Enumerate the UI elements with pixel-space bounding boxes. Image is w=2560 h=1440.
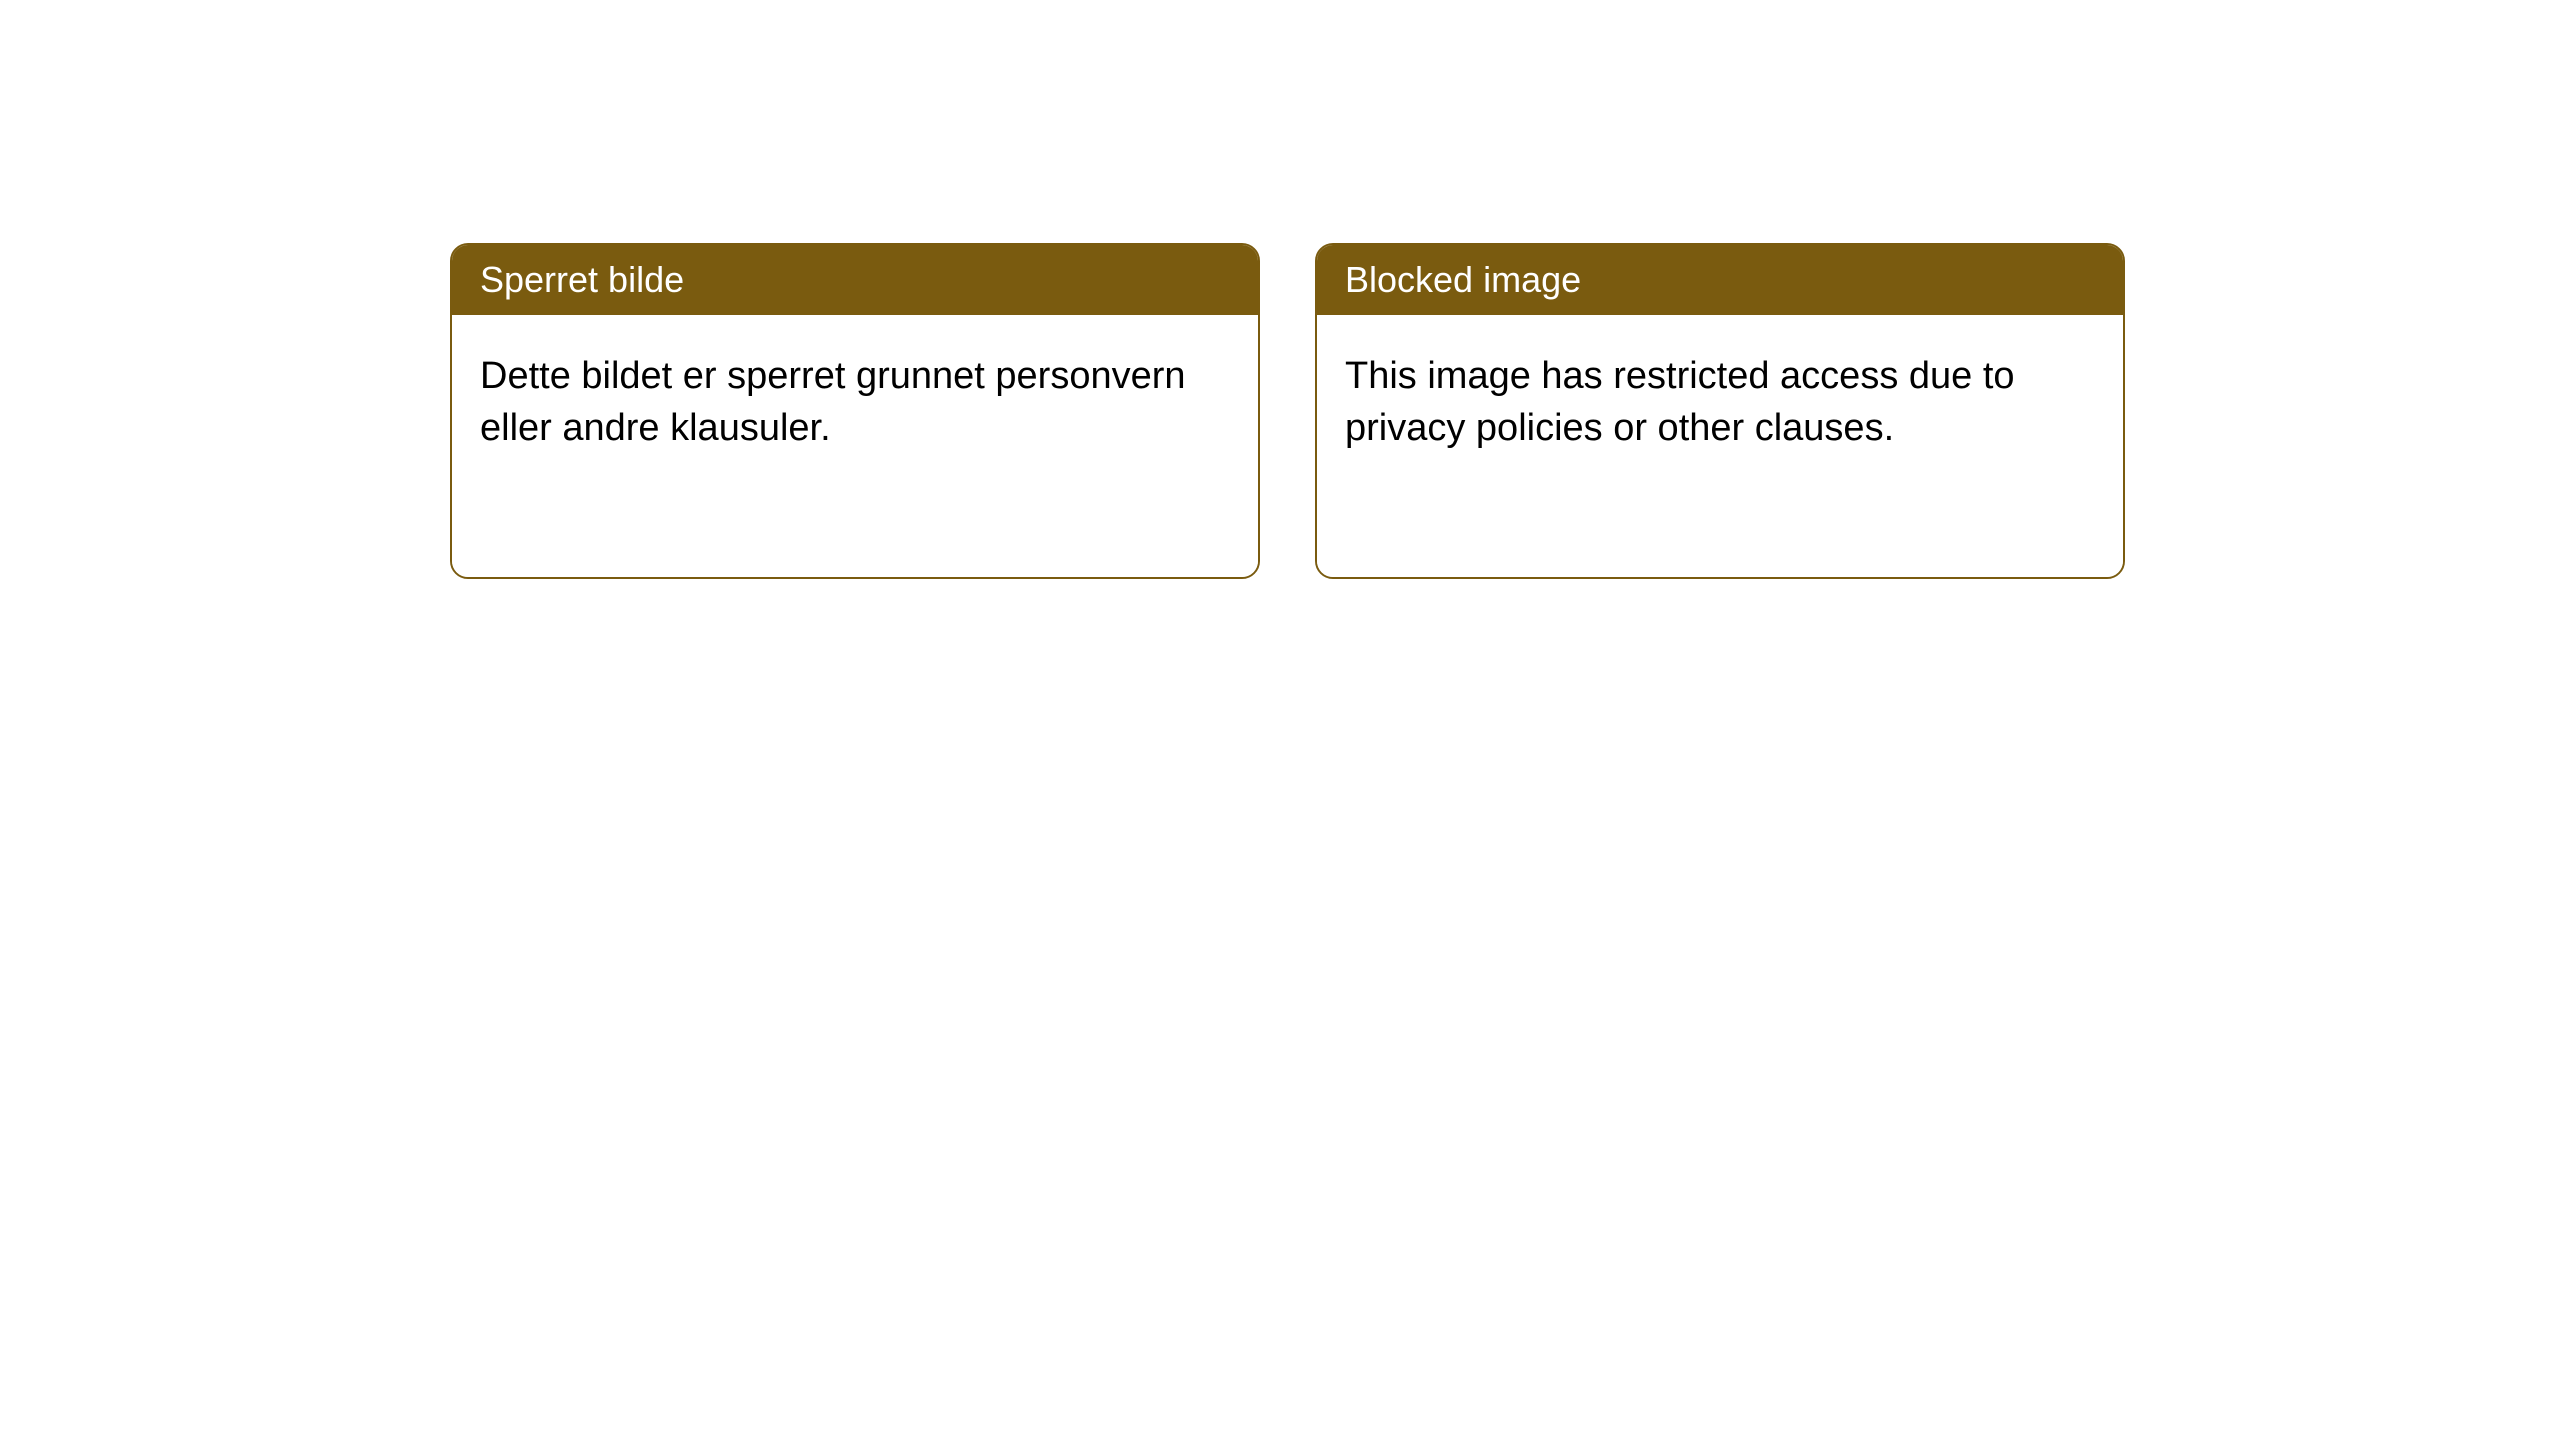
notice-card-text: This image has restricted access due to … <box>1345 355 2015 449</box>
notice-card-title: Blocked image <box>1345 259 1581 300</box>
notice-card-header: Sperret bilde <box>452 245 1258 315</box>
notice-card-body: Dette bildet er sperret grunnet personve… <box>452 315 1258 577</box>
notice-card-title: Sperret bilde <box>480 259 684 300</box>
notice-card-text: Dette bildet er sperret grunnet personve… <box>480 355 1186 449</box>
notice-card-body: This image has restricted access due to … <box>1317 315 2123 577</box>
notice-card-english: Blocked image This image has restricted … <box>1315 243 2125 579</box>
notice-cards-container: Sperret bilde Dette bildet er sperret gr… <box>450 243 2125 579</box>
notice-card-norwegian: Sperret bilde Dette bildet er sperret gr… <box>450 243 1260 579</box>
notice-card-header: Blocked image <box>1317 245 2123 315</box>
